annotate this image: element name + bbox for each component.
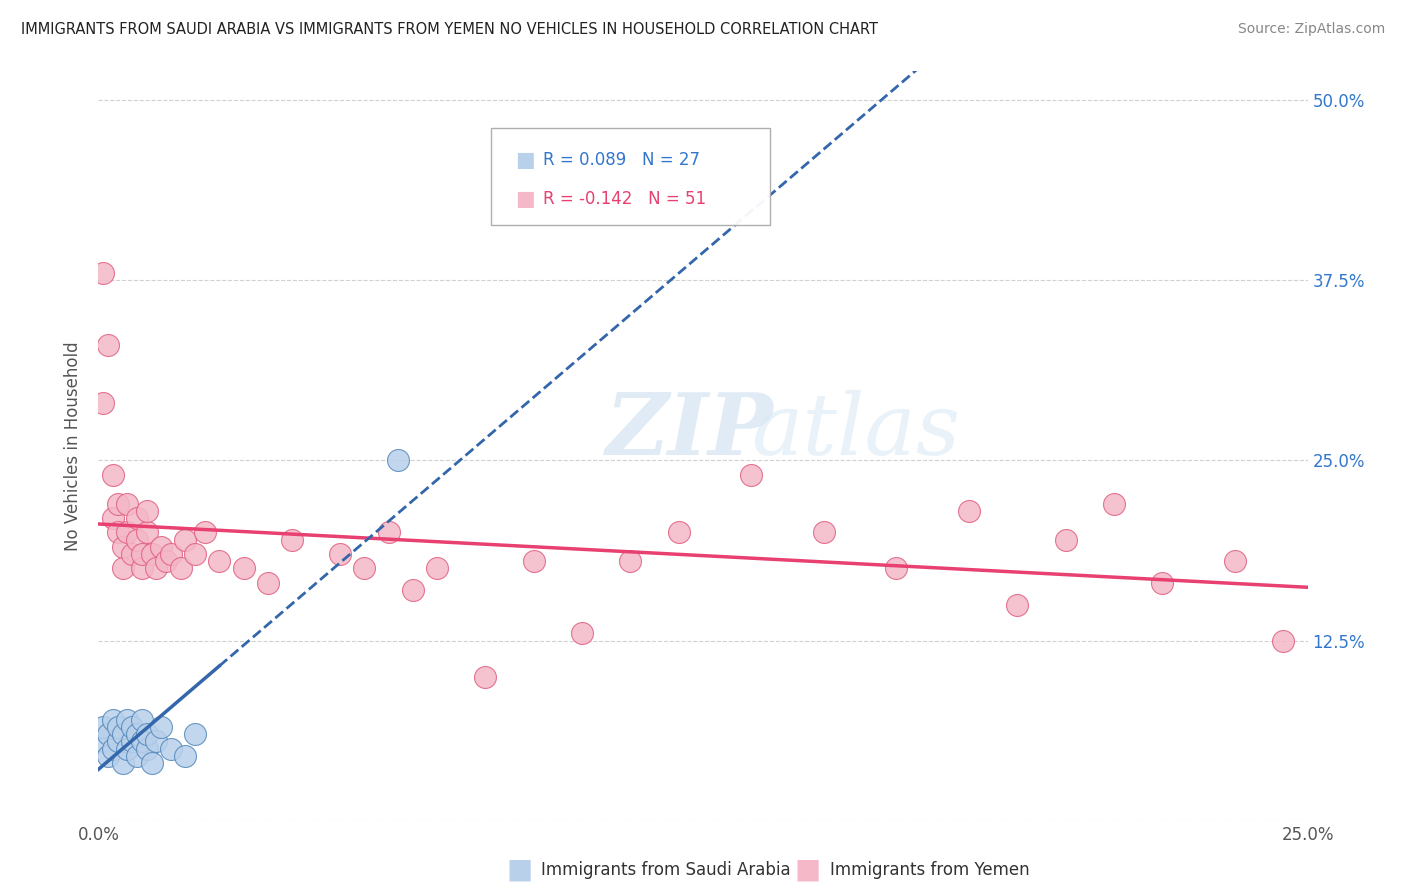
Point bbox=[97, 338, 120, 352]
Point bbox=[131, 561, 153, 575]
Text: Immigrants from Saudi Arabia: Immigrants from Saudi Arabia bbox=[541, 861, 792, 879]
Text: ZIP: ZIP bbox=[606, 389, 775, 473]
Point bbox=[402, 583, 425, 598]
Point bbox=[329, 547, 352, 561]
Point bbox=[117, 713, 139, 727]
Point bbox=[127, 748, 149, 763]
Point bbox=[1223, 554, 1246, 568]
Point bbox=[208, 554, 231, 568]
Point bbox=[353, 561, 375, 575]
Point bbox=[813, 525, 835, 540]
Point bbox=[91, 720, 114, 734]
Point bbox=[886, 561, 908, 575]
Point bbox=[155, 554, 177, 568]
Point bbox=[91, 266, 114, 280]
Point bbox=[135, 525, 157, 540]
Point bbox=[101, 511, 124, 525]
Text: R = 0.089   N = 27: R = 0.089 N = 27 bbox=[543, 151, 700, 169]
Point bbox=[135, 504, 157, 518]
Point bbox=[523, 554, 546, 568]
Point bbox=[150, 540, 173, 554]
Point bbox=[141, 756, 163, 770]
Point bbox=[174, 533, 197, 547]
FancyBboxPatch shape bbox=[492, 128, 769, 225]
Point bbox=[107, 734, 129, 748]
Point bbox=[135, 741, 157, 756]
Point bbox=[111, 561, 134, 575]
Point bbox=[117, 741, 139, 756]
Point bbox=[121, 720, 143, 734]
Point bbox=[1054, 533, 1077, 547]
Text: atlas: atlas bbox=[751, 390, 960, 473]
Point bbox=[377, 525, 399, 540]
Point bbox=[111, 540, 134, 554]
Point bbox=[1102, 497, 1125, 511]
Y-axis label: No Vehicles in Household: No Vehicles in Household bbox=[65, 341, 83, 551]
Point bbox=[121, 547, 143, 561]
Point bbox=[1272, 633, 1295, 648]
Point bbox=[141, 547, 163, 561]
Text: Source: ZipAtlas.com: Source: ZipAtlas.com bbox=[1237, 22, 1385, 37]
Point bbox=[127, 727, 149, 741]
Point bbox=[97, 727, 120, 741]
Point bbox=[619, 554, 641, 568]
Point bbox=[117, 497, 139, 511]
Point bbox=[121, 734, 143, 748]
Text: Immigrants from Yemen: Immigrants from Yemen bbox=[830, 861, 1029, 879]
Point bbox=[111, 727, 134, 741]
Point bbox=[232, 561, 254, 575]
Point bbox=[127, 533, 149, 547]
Text: ■: ■ bbox=[506, 855, 533, 884]
Text: ■: ■ bbox=[794, 855, 821, 884]
Point bbox=[150, 720, 173, 734]
Point bbox=[474, 669, 496, 683]
Point bbox=[117, 525, 139, 540]
Text: ■: ■ bbox=[516, 150, 536, 169]
Point bbox=[107, 497, 129, 511]
Point bbox=[101, 741, 124, 756]
Point bbox=[174, 748, 197, 763]
Point bbox=[160, 547, 183, 561]
Point bbox=[160, 741, 183, 756]
Point bbox=[184, 727, 207, 741]
Point bbox=[131, 734, 153, 748]
Point bbox=[256, 575, 278, 590]
Point bbox=[169, 561, 191, 575]
Point bbox=[131, 547, 153, 561]
Point bbox=[184, 547, 207, 561]
Point bbox=[957, 504, 980, 518]
Point bbox=[91, 396, 114, 410]
Point bbox=[111, 756, 134, 770]
Point bbox=[101, 713, 124, 727]
Point bbox=[426, 561, 449, 575]
Point bbox=[101, 467, 124, 482]
Point bbox=[135, 727, 157, 741]
Point bbox=[194, 525, 217, 540]
Point bbox=[127, 511, 149, 525]
Point bbox=[145, 561, 167, 575]
Point bbox=[107, 720, 129, 734]
Point bbox=[97, 748, 120, 763]
Point bbox=[1152, 575, 1174, 590]
Point bbox=[91, 734, 114, 748]
Point bbox=[145, 734, 167, 748]
Point bbox=[571, 626, 593, 640]
Point bbox=[1007, 598, 1029, 612]
Point bbox=[107, 525, 129, 540]
Point bbox=[387, 453, 409, 467]
Text: IMMIGRANTS FROM SAUDI ARABIA VS IMMIGRANTS FROM YEMEN NO VEHICLES IN HOUSEHOLD C: IMMIGRANTS FROM SAUDI ARABIA VS IMMIGRAN… bbox=[21, 22, 879, 37]
Point bbox=[131, 713, 153, 727]
Point bbox=[281, 533, 304, 547]
Text: R = -0.142   N = 51: R = -0.142 N = 51 bbox=[543, 190, 707, 208]
Point bbox=[740, 467, 762, 482]
Text: ■: ■ bbox=[516, 189, 536, 209]
Point bbox=[668, 525, 690, 540]
